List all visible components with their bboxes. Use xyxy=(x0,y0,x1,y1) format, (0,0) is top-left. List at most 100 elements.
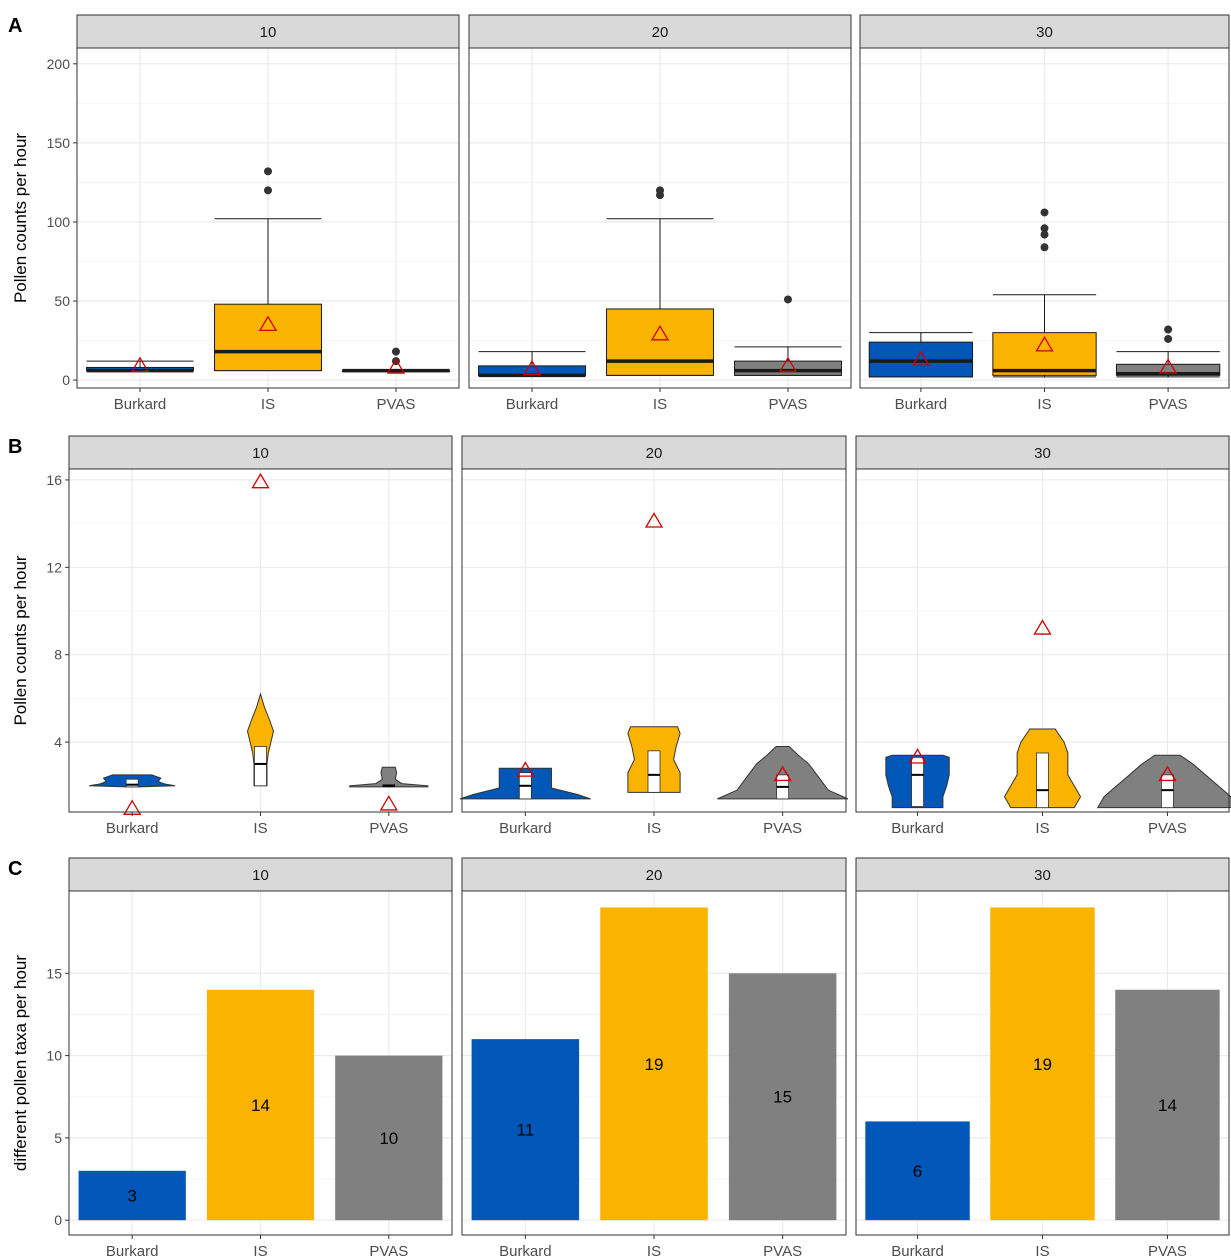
outlier-point xyxy=(1041,243,1049,251)
facet-strip-label: 20 xyxy=(652,24,669,41)
inner-box xyxy=(648,751,660,793)
bar-value-label: 6 xyxy=(913,1162,922,1181)
facet-strip-label: 10 xyxy=(252,867,269,884)
x-tick-label: PVAS xyxy=(763,820,802,837)
y-axis-title: Pollen counts per hour xyxy=(11,555,30,725)
y-tick-label: 200 xyxy=(47,56,71,72)
x-tick-label: PVAS xyxy=(369,820,408,837)
bar-PVAS: 14 xyxy=(1115,990,1219,1220)
x-tick-label: IS xyxy=(653,396,667,413)
bar-value-label: 19 xyxy=(1033,1055,1052,1074)
bar-IS: 19 xyxy=(990,907,1094,1220)
outlier-point xyxy=(784,295,792,303)
outlier-point xyxy=(264,186,272,194)
bar-value-label: 14 xyxy=(251,1096,270,1115)
panel-B: B Pollen counts per hour 10 Burkard IS PVAS 4 8… xyxy=(8,436,1231,837)
x-tick-label: IS xyxy=(253,820,267,837)
facet-30: 30 Burkard IS PVAS xyxy=(860,15,1229,413)
y-tick-label: 15 xyxy=(46,965,62,981)
panel-letter: C xyxy=(8,858,22,880)
facet-strip-label: 20 xyxy=(646,867,663,884)
x-tick-label: Burkard xyxy=(106,820,159,837)
facet-10: 1031410Burkard IS PVAS051015 xyxy=(46,858,452,1259)
outlier-point xyxy=(656,191,664,199)
box-PVAS xyxy=(342,348,449,373)
box xyxy=(734,361,841,375)
box-PVAS xyxy=(1116,325,1219,376)
violin-PVAS xyxy=(1098,755,1231,807)
facet-strip-label: 20 xyxy=(646,445,663,462)
x-tick-label: PVAS xyxy=(1149,396,1188,413)
bar-value-label: 19 xyxy=(645,1055,664,1074)
facet-strip-label: 10 xyxy=(252,445,269,462)
box xyxy=(607,309,714,375)
y-tick-label: 50 xyxy=(54,293,70,309)
inner-box xyxy=(912,757,924,806)
facet-20: 20 Burkard IS PVAS xyxy=(469,15,851,413)
x-tick-label: IS xyxy=(647,820,661,837)
x-tick-label: Burkard xyxy=(114,396,167,413)
box-Burkard xyxy=(869,333,972,377)
y-tick-label: 100 xyxy=(47,214,71,230)
y-axis-title: different pollen taxa per hour xyxy=(11,955,30,1171)
box-Burkard xyxy=(479,352,586,376)
x-tick-label: Burkard xyxy=(506,396,559,413)
facet-strip-label: 30 xyxy=(1036,24,1053,41)
inner-box xyxy=(255,746,267,785)
x-tick-label: Burkard xyxy=(891,1243,944,1259)
x-tick-label: IS xyxy=(1035,820,1049,837)
violin-Burkard xyxy=(886,749,949,807)
bar-value-label: 11 xyxy=(517,1121,535,1140)
facet-strip-label: 30 xyxy=(1034,867,1051,884)
y-tick-label: 8 xyxy=(54,647,62,663)
y-tick-label: 16 xyxy=(46,472,62,488)
inner-box xyxy=(1161,775,1173,808)
x-tick-label: Burkard xyxy=(891,820,944,837)
bar-Burkard: 3 xyxy=(79,1171,186,1220)
x-tick-label: IS xyxy=(647,1243,661,1259)
violin-Burkard xyxy=(460,762,591,798)
x-tick-label: Burkard xyxy=(499,820,552,837)
bar-value-label: 14 xyxy=(1158,1096,1177,1115)
y-tick-label: 5 xyxy=(54,1130,62,1146)
x-tick-label: PVAS xyxy=(369,1243,408,1259)
x-tick-label: IS xyxy=(1037,396,1051,413)
outlier-point xyxy=(1041,231,1049,239)
y-tick-label: 12 xyxy=(46,559,62,575)
facet-30: 30 6 19 14 Burkard IS PVAS xyxy=(856,858,1229,1259)
x-tick-label: IS xyxy=(253,1243,267,1259)
outlier-point xyxy=(1164,325,1172,333)
outlier-point xyxy=(392,348,400,356)
inner-box xyxy=(126,779,138,787)
x-tick-label: PVAS xyxy=(377,396,416,413)
y-tick-label: 0 xyxy=(54,1212,62,1228)
x-tick-label: Burkard xyxy=(106,1243,159,1259)
x-tick-label: Burkard xyxy=(499,1243,552,1259)
panel-A: APollen counts per hour10Burkard IS PVAS05… xyxy=(8,15,1229,413)
facet-20: 20 11 19 15 Burkard IS PVAS xyxy=(462,858,846,1259)
x-tick-label: PVAS xyxy=(1148,1243,1187,1259)
outlier-point xyxy=(1041,208,1049,216)
y-tick-label: 150 xyxy=(47,135,71,151)
outlier-point xyxy=(1164,335,1172,343)
bar-value-label: 3 xyxy=(127,1186,136,1205)
facet-strip-label: 30 xyxy=(1034,445,1051,462)
x-tick-label: PVAS xyxy=(769,396,808,413)
facet-20: 20 Burkard IS PVAS xyxy=(460,436,848,837)
bar-PVAS: 10 xyxy=(335,1056,442,1221)
facet-strip-label: 10 xyxy=(260,24,277,41)
x-tick-label: PVAS xyxy=(1148,820,1187,837)
bar-Burkard: 6 xyxy=(865,1121,969,1220)
inner-box xyxy=(1037,753,1049,808)
x-tick-label: Burkard xyxy=(895,396,948,413)
violin-PVAS xyxy=(717,746,848,798)
x-tick-label: IS xyxy=(261,396,275,413)
y-tick-label: 4 xyxy=(54,734,62,750)
box xyxy=(215,304,322,370)
x-tick-label: PVAS xyxy=(763,1243,802,1259)
facet-10: 10 Burkard IS PVAS 4 8 12 16 xyxy=(46,436,452,837)
y-axis-title: Pollen counts per hour xyxy=(11,133,30,303)
panel-letter: B xyxy=(8,436,22,458)
